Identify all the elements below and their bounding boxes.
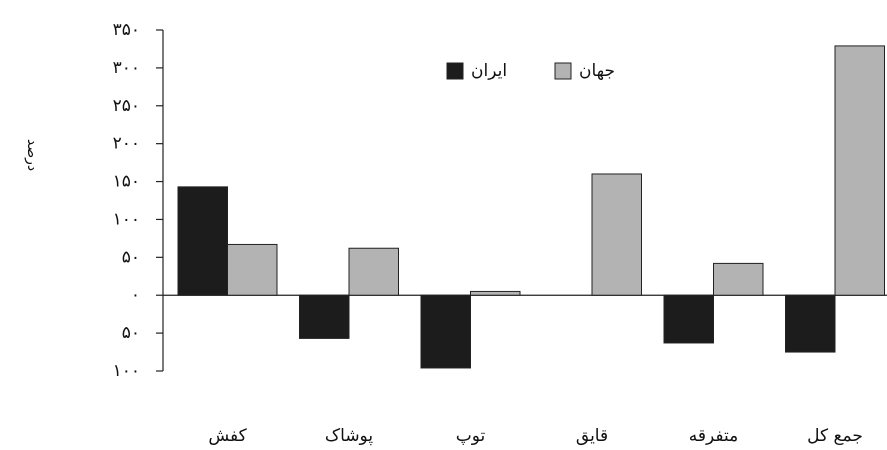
y-tick-label: ۳۵۰ bbox=[113, 20, 140, 40]
x-tick-label: متفرقه bbox=[689, 426, 738, 446]
bar bbox=[663, 294, 714, 344]
bar bbox=[177, 186, 228, 296]
x-tick-label: قایق bbox=[576, 426, 608, 446]
y-tick-label: ۱۰۰ bbox=[113, 361, 140, 381]
bar bbox=[470, 290, 521, 296]
x-tick-label: توپ bbox=[456, 426, 486, 446]
bar bbox=[591, 173, 642, 296]
y-tick-label: ۵۰ bbox=[122, 247, 140, 267]
bar bbox=[834, 45, 885, 296]
x-tick-label: کفش bbox=[208, 426, 247, 446]
y-axis-label: درصد bbox=[24, 139, 40, 171]
legend-swatch bbox=[446, 62, 464, 80]
bar bbox=[785, 294, 836, 353]
legend-swatch bbox=[554, 62, 572, 80]
y-tick-label: ۰ bbox=[131, 285, 140, 305]
bar bbox=[420, 294, 471, 369]
x-tick-label: پوشاک bbox=[325, 426, 373, 446]
legend-label: جهان bbox=[579, 61, 615, 81]
y-tick-label: ۱۵۰ bbox=[113, 172, 140, 192]
y-tick-label: ۳۰۰ bbox=[113, 58, 140, 78]
bar bbox=[348, 247, 399, 296]
y-tick-label: ۲۵۰ bbox=[113, 96, 140, 116]
y-tick-label: ۱۰۰ bbox=[113, 209, 140, 229]
bar bbox=[299, 294, 350, 339]
bar bbox=[227, 243, 278, 296]
y-tick-label: ۲۰۰ bbox=[113, 134, 140, 154]
bar bbox=[713, 262, 764, 296]
x-tick-label: جمع کل bbox=[807, 426, 863, 446]
y-tick-label: ۵۰ bbox=[122, 323, 140, 343]
legend-label: ایران bbox=[471, 61, 507, 81]
